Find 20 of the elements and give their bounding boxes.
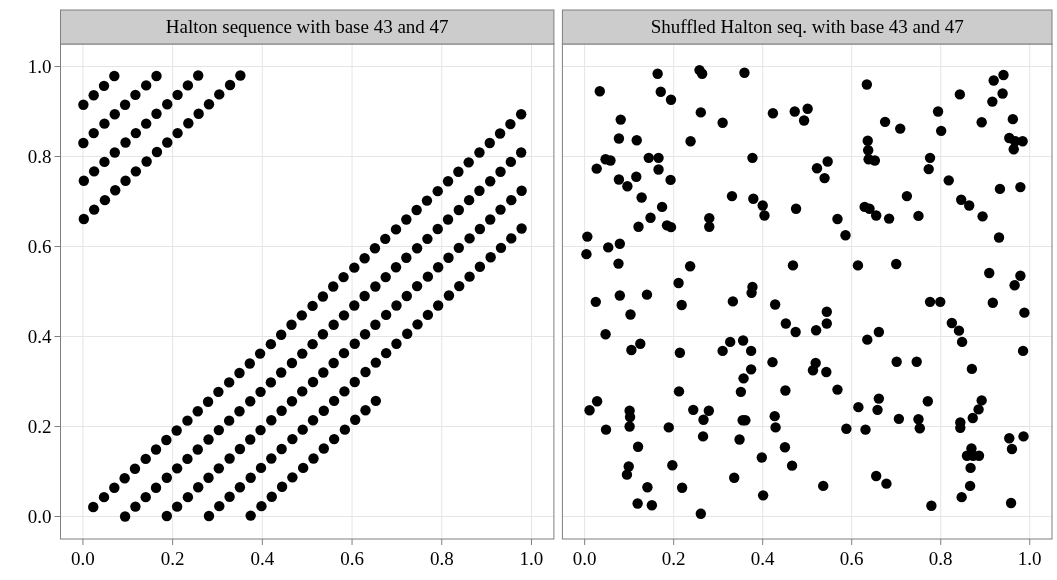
x-tick-label: 1.0 [519, 548, 544, 569]
y-tick-label: 0.6 [27, 235, 52, 257]
y-tick-label: 0.2 [27, 415, 52, 437]
y-tick-label: 0.4 [27, 325, 52, 347]
x-tick-label: 0.0 [572, 548, 597, 569]
x-tick-label: 0.2 [661, 548, 686, 569]
chart-title: Shuffled Halton seq. with base 43 and 47 [650, 16, 964, 37]
x-tick-label: 0.6 [839, 548, 864, 569]
x-tick-label: 0.4 [750, 548, 776, 569]
y-tick-label: 1.0 [27, 55, 52, 77]
y-tick-label: 0.8 [27, 145, 52, 167]
x-tick-label: 0.0 [71, 548, 95, 569]
y-tick-label: 0.0 [27, 505, 52, 527]
x-tick-label: 0.2 [160, 548, 185, 569]
x-tick-label: 0.8 [429, 548, 454, 569]
x-tick-label: 0.8 [928, 548, 953, 569]
chart-title: Halton sequence with base 43 and 47 [165, 16, 449, 37]
x-tick-label: 0.6 [340, 548, 364, 569]
x-tick-label: 0.4 [250, 548, 275, 569]
x-tick-label: 1.0 [1017, 548, 1042, 569]
